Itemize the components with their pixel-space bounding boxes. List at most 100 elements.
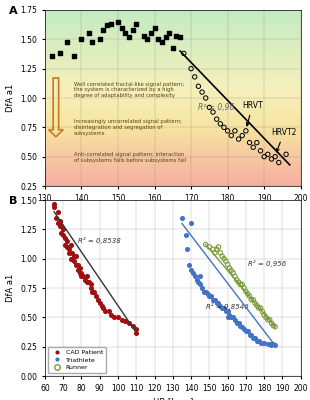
- Point: [97, 300, 102, 306]
- Point: [126, 34, 131, 40]
- Point: [63, 234, 68, 241]
- Point: [260, 308, 265, 315]
- Point: [156, 36, 161, 42]
- Point: [243, 288, 248, 295]
- Point: [234, 276, 239, 283]
- Point: [202, 288, 206, 295]
- Point: [188, 220, 193, 227]
- X-axis label: HR [bpm]: HR [bpm]: [153, 208, 193, 217]
- Point: [88, 285, 93, 291]
- Point: [216, 244, 221, 250]
- Point: [267, 316, 272, 323]
- Point: [227, 312, 232, 318]
- Point: [57, 218, 62, 224]
- Point: [251, 144, 256, 150]
- Point: [51, 204, 56, 210]
- Point: [77, 265, 82, 271]
- Text: HRVT2: HRVT2: [272, 128, 297, 152]
- Point: [159, 38, 164, 45]
- Point: [92, 288, 97, 295]
- Point: [255, 302, 259, 309]
- Point: [271, 322, 276, 329]
- Point: [145, 36, 150, 42]
- Text: Anti-correlated signal pattern; interaction
of subsystems fails before subsystem: Anti-correlated signal pattern; interact…: [74, 152, 186, 163]
- Point: [51, 200, 56, 207]
- Point: [73, 261, 78, 268]
- Point: [68, 256, 73, 262]
- Point: [75, 261, 80, 268]
- Point: [134, 326, 139, 332]
- Point: [236, 320, 241, 326]
- Point: [167, 30, 172, 37]
- Point: [227, 265, 232, 271]
- Point: [221, 124, 226, 130]
- Point: [79, 36, 84, 42]
- Point: [90, 38, 95, 45]
- Point: [108, 21, 113, 27]
- Point: [269, 320, 274, 326]
- Point: [194, 276, 199, 283]
- Legend: CAD Patient, Triathlete, Runner: CAD Patient, Triathlete, Runner: [48, 347, 106, 373]
- Point: [77, 270, 82, 276]
- Point: [50, 52, 55, 59]
- Point: [262, 340, 267, 346]
- Point: [258, 340, 263, 346]
- Point: [207, 104, 212, 110]
- Point: [152, 24, 157, 31]
- Y-axis label: DfA a1: DfA a1: [6, 84, 15, 112]
- Point: [53, 214, 58, 221]
- Point: [241, 326, 246, 332]
- Point: [104, 22, 109, 28]
- Point: [73, 253, 78, 260]
- Point: [66, 246, 71, 252]
- Point: [247, 139, 252, 146]
- Point: [185, 246, 190, 252]
- Point: [183, 232, 188, 238]
- Point: [116, 18, 121, 25]
- Point: [269, 156, 274, 162]
- Point: [200, 285, 205, 291]
- Point: [229, 314, 234, 320]
- Point: [243, 128, 248, 134]
- Point: [232, 273, 237, 280]
- Point: [192, 74, 197, 80]
- Point: [214, 246, 219, 252]
- Point: [210, 109, 215, 115]
- Point: [198, 281, 203, 288]
- Point: [72, 52, 77, 59]
- Point: [103, 308, 108, 315]
- Point: [218, 302, 223, 309]
- Point: [240, 132, 245, 139]
- Point: [241, 285, 246, 291]
- Point: [108, 312, 113, 318]
- Point: [163, 34, 168, 40]
- Text: HRVT: HRVT: [242, 101, 263, 126]
- Point: [198, 273, 203, 280]
- Point: [106, 308, 111, 315]
- Point: [85, 279, 90, 285]
- Point: [223, 258, 228, 264]
- Point: [178, 34, 183, 40]
- Point: [265, 316, 270, 323]
- Point: [72, 258, 77, 264]
- Text: Increasingly uncorrelated signal pattern;
disintegration and segregation of
subs: Increasingly uncorrelated signal pattern…: [74, 119, 182, 136]
- Point: [247, 332, 252, 338]
- X-axis label: HR [bpm]: HR [bpm]: [153, 398, 193, 400]
- Point: [85, 273, 90, 280]
- Point: [255, 139, 259, 146]
- Point: [116, 314, 121, 320]
- Point: [203, 241, 208, 248]
- Point: [221, 305, 226, 311]
- Point: [262, 312, 267, 318]
- Point: [66, 250, 71, 256]
- Point: [273, 324, 278, 330]
- Point: [243, 328, 248, 335]
- Point: [61, 226, 66, 232]
- Y-axis label: DfA a1: DfA a1: [6, 274, 15, 302]
- Text: R² = 0,956: R² = 0,956: [248, 260, 286, 267]
- Point: [134, 329, 139, 336]
- Point: [86, 30, 91, 37]
- Point: [112, 314, 117, 320]
- Point: [249, 296, 254, 303]
- Point: [97, 36, 102, 42]
